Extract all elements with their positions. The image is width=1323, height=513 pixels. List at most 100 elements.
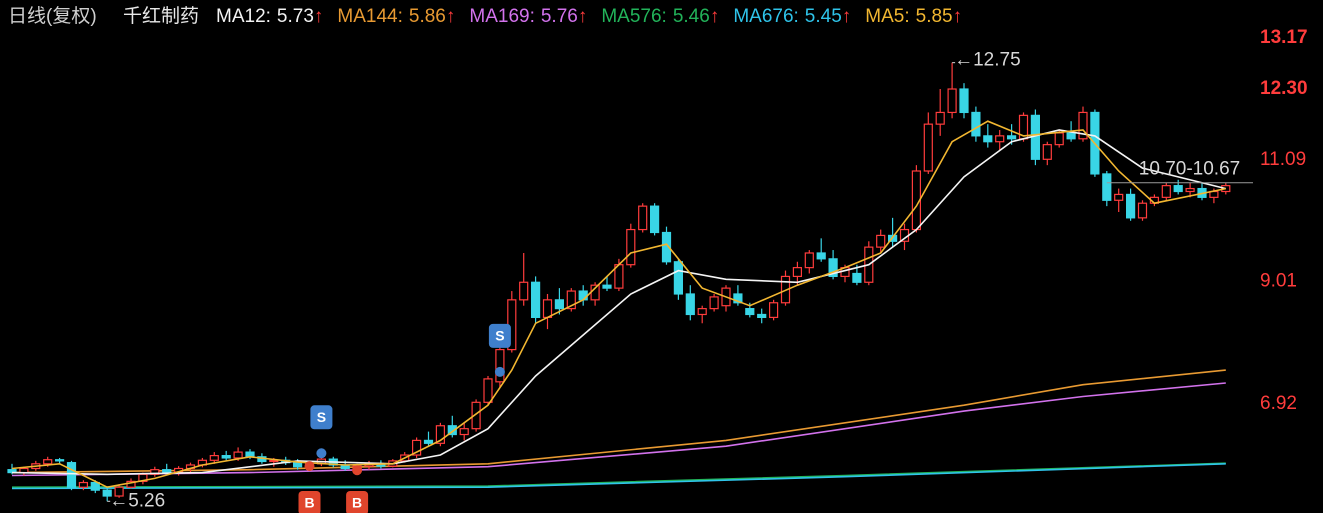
y-tick-label: 6.92: [1260, 393, 1297, 414]
candle-body: [483, 378, 493, 403]
indicator-label: MA169:: [469, 6, 534, 27]
signal-label: S: [495, 328, 504, 344]
candle-body: [1006, 135, 1017, 140]
candle-body: [435, 425, 445, 444]
candle-body: [757, 313, 767, 319]
indicator-label: MA676:: [733, 6, 798, 27]
candle-body: [1054, 132, 1064, 146]
candle-body: [745, 308, 755, 316]
candle-body: [447, 425, 457, 436]
candle-body: [816, 252, 826, 260]
candle-body: [649, 205, 660, 234]
candle-body: [792, 267, 803, 278]
candle-body: [471, 401, 481, 430]
ma-line: [11, 382, 1226, 477]
candle-body: [733, 293, 743, 304]
range-label: 10.70-10.67: [1139, 159, 1240, 180]
signal-point: [352, 465, 363, 476]
y-tick-label: 13.17: [1260, 27, 1308, 48]
candle-body: [519, 281, 529, 301]
indicator-legend: MA12: 5.73↑ MA144: 5.86↑ MA169: 5.76↑ MA576: 5.…: [216, 6, 962, 27]
candle-body: [423, 439, 434, 444]
candle-body: [971, 111, 981, 137]
annotation-label: ←5.26: [109, 490, 165, 511]
candle-body: [578, 290, 588, 301]
signal-badge: [346, 491, 369, 513]
candle-body: [209, 455, 219, 461]
indicator-value: 5.45: [805, 6, 842, 27]
candle-body: [626, 228, 636, 266]
candle-body: [412, 439, 422, 456]
annotation-label: ←12.75: [954, 50, 1021, 71]
signal-point: [494, 366, 505, 377]
stock-name: 千红制药: [123, 5, 199, 27]
candle-body: [1102, 173, 1112, 201]
signal-label: S: [317, 409, 326, 425]
candle-body: [162, 469, 172, 473]
indicator-label: MA144:: [337, 6, 402, 27]
candle-body: [1042, 144, 1052, 160]
candle-body: [923, 123, 933, 172]
candle-body: [602, 284, 612, 289]
candle-body: [1114, 193, 1124, 201]
signal-badge: [488, 323, 511, 348]
signal-point: [304, 461, 315, 472]
candle-body: [1161, 185, 1171, 198]
candle-body: [828, 258, 838, 278]
indicator-trend: ↑: [953, 6, 963, 27]
y-tick-label: 12.30: [1260, 78, 1308, 99]
signal-badge: [298, 491, 321, 513]
candle-body: [566, 290, 576, 310]
signal-point: [316, 448, 327, 459]
candle-body: [1173, 185, 1183, 193]
candle-body: [1078, 111, 1088, 140]
candle-body: [983, 135, 993, 143]
candle-body: [959, 88, 969, 114]
indicator-value: 5.73: [277, 6, 314, 27]
candle-body: [697, 308, 707, 316]
candle-body: [7, 469, 17, 474]
candle-body: [1137, 202, 1148, 219]
candle-body: [459, 428, 469, 436]
candle-body: [221, 455, 231, 459]
period: 日线(复权): [8, 5, 97, 27]
candle-body: [947, 88, 957, 114]
candle-body: [542, 299, 553, 319]
candle-body: [1066, 132, 1076, 140]
candle-body: [495, 349, 505, 383]
indicator-trend: ↑: [710, 6, 720, 27]
candle-body: [768, 302, 779, 319]
candle-body: [852, 272, 862, 283]
y-tick-label: 11.09: [1260, 149, 1306, 170]
header: 日线(复权) 千红制药 MA12: 5.73↑ MA144: 5.86↑ MA169: 5…: [8, 5, 962, 27]
candle-body: [673, 261, 684, 295]
indicator-label: MA12:: [216, 6, 271, 27]
candle-body: [554, 299, 565, 310]
candle-body: [685, 293, 695, 316]
candle-body: [293, 462, 303, 468]
indicator-value: 5.85: [916, 6, 953, 27]
candle-body: [876, 234, 886, 248]
candle-body: [102, 489, 112, 497]
ma-line: [11, 369, 1226, 474]
indicator-trend: ↑: [578, 6, 588, 27]
candle-body: [1185, 187, 1195, 193]
signal-badge: [310, 405, 333, 430]
candle-body: [54, 459, 65, 462]
candle-body: [66, 462, 77, 488]
indicator-trend: ↑: [446, 6, 456, 27]
candle-body: [269, 459, 279, 463]
candle-body: [150, 469, 160, 475]
plot-area: ←12.75 ←5.26 10.70-10.67 S S B B: [7, 50, 1253, 513]
candle-body: [78, 481, 89, 488]
candle-body: [530, 281, 541, 319]
ma-line: [11, 462, 1226, 488]
indicator-label: MA5:: [865, 6, 909, 27]
indicator-label: MA576:: [601, 6, 666, 27]
candle-body: [43, 459, 53, 465]
y-tick-label: 9.01: [1260, 271, 1297, 292]
indicator-value: 5.86: [409, 6, 446, 27]
candle-body: [233, 451, 243, 459]
